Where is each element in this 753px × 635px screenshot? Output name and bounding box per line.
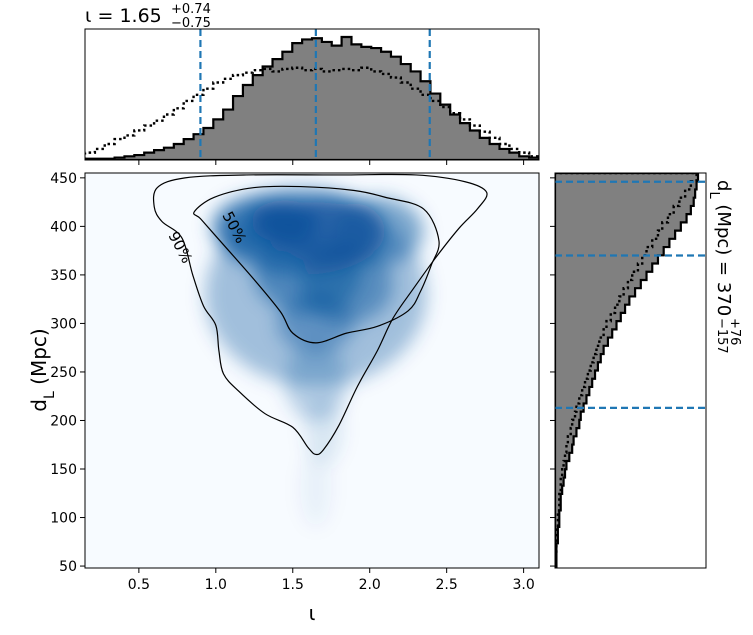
y-axis-label: dL (Mpc) — [27, 328, 58, 411]
distance-posterior-histogram — [555, 173, 700, 568]
distance-title-d: d — [713, 180, 734, 191]
distance-minus-error: −157 — [714, 318, 729, 354]
distance-plus-error: +76 — [727, 318, 742, 345]
y-tick-label: 300 — [50, 316, 77, 332]
iota-title: ι = 1.65 — [85, 5, 162, 27]
density-blob — [300, 449, 332, 528]
x-tick-label: 0.5 — [128, 577, 150, 593]
joint-posterior-heatmap: 0.5 1.0 1.5 2.0 2.5 3.0 50 100 150 200 250 300 350 4… — [27, 171, 540, 625]
iota-posterior-histogram — [85, 35, 539, 160]
contour-50 — [193, 185, 440, 344]
iota-minus-error: −0.75 — [171, 16, 211, 31]
distance-title-unit: (Mpc) = — [713, 199, 734, 282]
y-tick-label: 200 — [50, 413, 77, 429]
density-blob — [277, 294, 355, 353]
top-panel-frame — [84, 28, 540, 161]
distance-median: 370 — [713, 282, 734, 316]
distance-prior-histogram — [555, 173, 698, 568]
contour-90 — [152, 173, 488, 456]
y-tick-label: 250 — [50, 365, 77, 381]
x-axis-label: ι — [309, 601, 316, 625]
y-axis-label-unit: (Mpc) — [27, 328, 51, 391]
distance-title-sub: L — [707, 191, 722, 199]
y-tick-label: 400 — [50, 219, 77, 235]
x-tick-label: 1.5 — [282, 577, 304, 593]
x-tick-label: 2.0 — [359, 577, 381, 593]
distance-marginal-histogram: dL (Mpc) = 370 +76 −157 — [550, 172, 742, 569]
iota-marginal-histogram: ι = 1.65 +0.74 −0.75 — [84, 2, 540, 165]
y-axis-label-d: d — [27, 399, 51, 412]
x-tick-label: 3.0 — [512, 577, 534, 593]
right-panel-frame — [554, 172, 707, 569]
iota-median: 1.65 — [119, 5, 161, 27]
density-blob — [211, 197, 298, 256]
y-tick-label: 50 — [59, 559, 77, 575]
iota-prior-histogram — [85, 66, 539, 160]
iota-title-prefix: ι = — [85, 5, 119, 27]
iota-plus-error: +0.74 — [171, 2, 211, 17]
y-tick-label: 350 — [50, 268, 77, 284]
y-tick-label: 100 — [50, 511, 77, 527]
distance-title: dL (Mpc) = 370 — [707, 180, 735, 316]
y-tick-label: 450 — [50, 171, 77, 187]
main-panel-frame — [84, 172, 540, 569]
x-tick-label: 2.5 — [436, 577, 458, 593]
density-blob — [305, 396, 343, 465]
y-axis-label-sub: L — [42, 391, 58, 399]
y-tick-label: 150 — [50, 462, 77, 478]
x-tick-label: 1.0 — [205, 577, 227, 593]
